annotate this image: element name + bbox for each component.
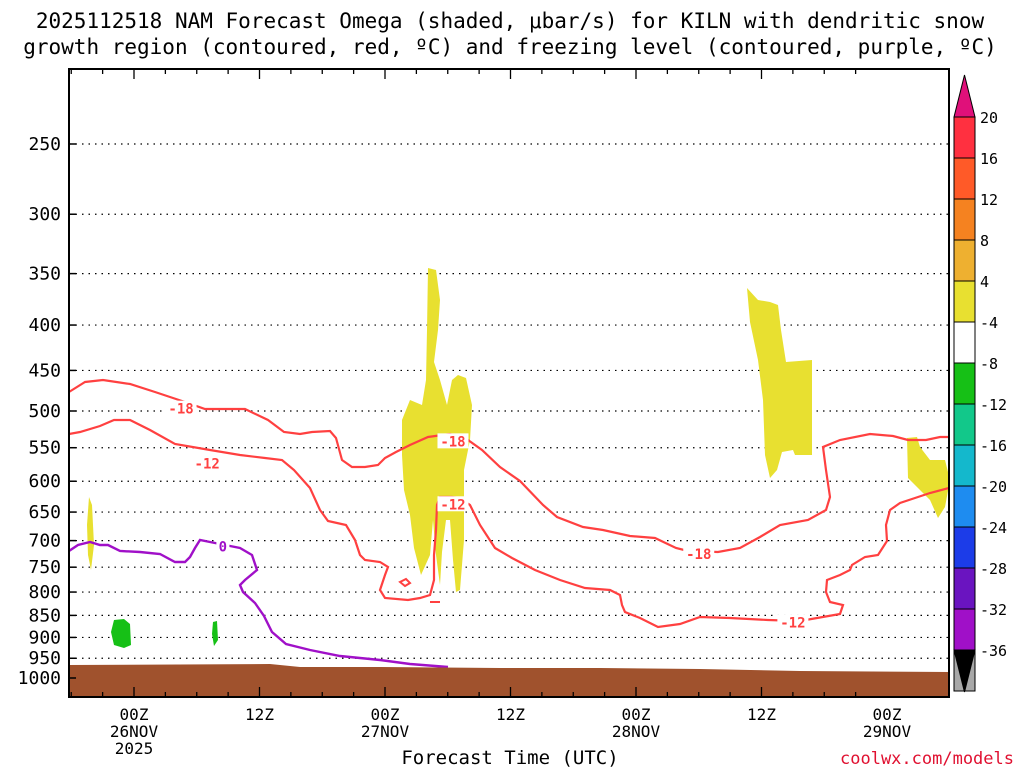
colorbar-label: -16 <box>980 437 1007 455</box>
colorbar-swatch <box>953 444 976 487</box>
y-tick-label: 850 <box>28 605 61 626</box>
y-tick-label: 350 <box>28 264 61 285</box>
y-tick-label: 250 <box>28 134 61 155</box>
chart-title-line2: growth region (contoured, red, ºC) and f… <box>23 35 997 59</box>
contour-label-bg <box>683 546 715 562</box>
omega-green-blob-0 <box>111 619 131 648</box>
y-tick-label: 800 <box>28 582 61 603</box>
x-tick-label: 27NOV <box>361 722 410 741</box>
colorbar-label: -12 <box>980 396 1007 414</box>
omega-green-blob-1 <box>212 621 218 646</box>
x-tick-label: 12Z <box>747 705 776 724</box>
colorbar-swatch <box>953 485 976 528</box>
omega-yellow-blob-1 <box>402 268 472 592</box>
contour-label-bg <box>777 614 809 630</box>
contour-label: -18 <box>168 402 193 418</box>
x-tick-label: 12Z <box>245 705 274 724</box>
colorbar-swatch <box>953 198 976 241</box>
x-tick-label: 00Z <box>873 705 902 724</box>
y-tick-label: 600 <box>28 471 61 492</box>
colorbar-swatch <box>953 403 976 446</box>
y-tick-label: 900 <box>28 627 61 648</box>
terrain-below-ground <box>69 664 949 697</box>
contour-label: -18 <box>686 547 711 563</box>
colorbar: 20 16 12 8 4 -4 -8 -12 -16 -20 -24 -28 -32 -36 <box>953 74 1007 693</box>
contour-minus18 <box>69 378 949 554</box>
colorbar-label: -36 <box>980 642 1007 660</box>
x-tick-label: 2025 <box>115 739 154 758</box>
x-tick-label: 00Z <box>120 705 149 724</box>
y-tick-label: 550 <box>28 438 61 459</box>
x-axis-label: Forecast Time (UTC) <box>401 747 618 768</box>
omega-yellow-blob-0 <box>87 497 94 570</box>
contour-label: -12 <box>780 616 805 632</box>
colorbar-label: 4 <box>980 273 989 291</box>
colorbar-swatch <box>953 362 976 405</box>
colorbar-swatch <box>953 239 976 282</box>
colorbar-swatch <box>953 280 976 323</box>
x-tick-label: 00Z <box>622 705 651 724</box>
y-tick-label: 700 <box>28 531 61 552</box>
x-tick-label: 28NOV <box>612 722 661 741</box>
colorbar-swatch <box>953 608 976 651</box>
plot-frame <box>68 68 950 698</box>
contour-minus12 <box>69 418 949 629</box>
colorbar-label: -4 <box>980 314 998 332</box>
colorbar-swatch <box>953 116 976 159</box>
contour-labels: -18 -12 -18 -12 -18 -12 0 <box>165 400 809 632</box>
colorbar-label: 20 <box>980 109 998 127</box>
contour-label: -12 <box>195 456 220 472</box>
colorbar-swatch <box>953 157 976 200</box>
contour-label-bg <box>437 433 469 449</box>
y-tick-label: 500 <box>28 401 61 422</box>
credit-text: coolwx.com/models <box>840 749 1014 768</box>
contour-label-bg <box>165 400 197 416</box>
y-axis: 2503003504004505005506006507007508008509… <box>18 134 76 689</box>
colorbar-label: 16 <box>980 150 998 168</box>
colorbar-swatch <box>953 567 976 610</box>
colorbar-swatch <box>953 321 976 364</box>
x-tick-label: 12Z <box>496 705 525 724</box>
y-tick-label: 950 <box>28 648 61 669</box>
gridlines <box>69 143 949 679</box>
omega-yellow-blob-3 <box>907 437 949 518</box>
contour-freezing-level <box>69 538 449 669</box>
colorbar-label: -24 <box>980 519 1007 537</box>
contour-label: 0 <box>219 540 227 556</box>
y-tick-label: 450 <box>28 360 61 381</box>
colorbar-top-arrow <box>953 74 976 118</box>
colorbar-label: -28 <box>980 560 1007 578</box>
colorbar-label: 8 <box>980 232 989 250</box>
contour-label-bg <box>191 455 223 471</box>
omega-yellow-blob-2 <box>747 288 812 478</box>
contour-minus12-small-ring-0 <box>398 577 412 588</box>
x-tick-label: 26NOV <box>110 722 159 741</box>
x-tick-label: 29NOV <box>863 722 912 741</box>
y-tick-label: 400 <box>28 315 61 336</box>
chart-title-line1: 2025112518 NAM Forecast Omega (shaded, μ… <box>36 9 985 33</box>
colorbar-label: 12 <box>980 191 998 209</box>
contour-label-bg <box>437 496 469 512</box>
colorbar-bottom-arrow <box>953 649 976 693</box>
y-tick-label: 650 <box>28 502 61 523</box>
y-tick-label: 750 <box>28 557 61 578</box>
colorbar-label: -32 <box>980 601 1007 619</box>
contour-label: -18 <box>440 434 465 450</box>
colorbar-swatch <box>953 526 976 569</box>
y-tick-label: 1000 <box>18 668 61 689</box>
colorbar-label: -20 <box>980 478 1007 496</box>
colorbar-label: -8 <box>980 355 998 373</box>
x-tick-label: 00Z <box>371 705 400 724</box>
y-tick-label: 300 <box>28 204 61 225</box>
contour-label: -12 <box>440 497 465 513</box>
contour-label-bg <box>216 538 230 554</box>
omega-green <box>111 619 218 648</box>
